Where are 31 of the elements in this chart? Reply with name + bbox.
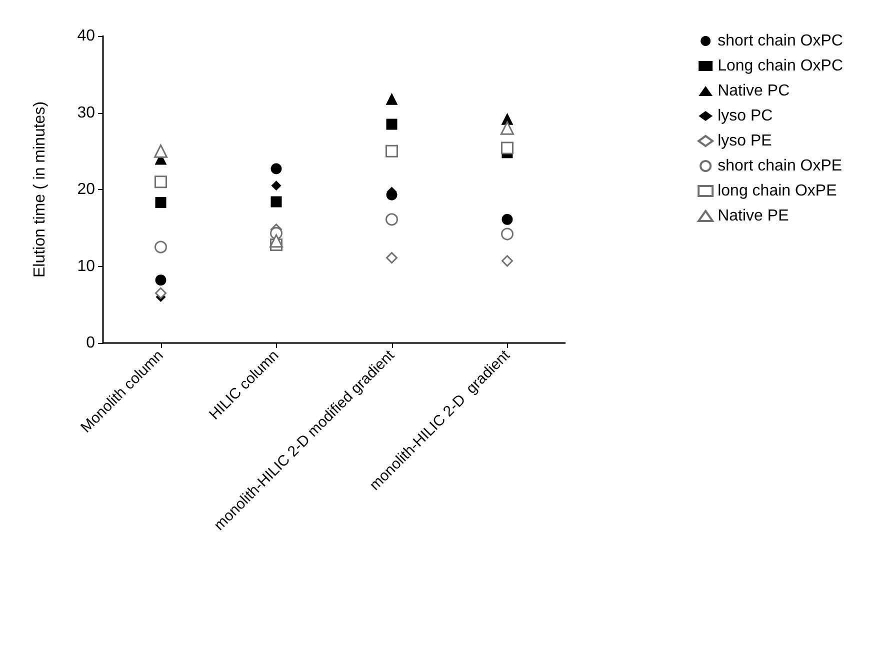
legend-label: short chain OxPE	[718, 158, 842, 174]
point	[271, 180, 282, 191]
legend-label: long chain OxPE	[718, 182, 837, 200]
point	[154, 144, 168, 158]
y-tick-label: 10	[77, 258, 96, 275]
y-tick-label: 20	[77, 181, 96, 198]
point	[386, 92, 398, 105]
point	[270, 196, 282, 208]
legend-label: Long chain OxPC	[718, 58, 843, 74]
y-tick-label: 30	[77, 104, 96, 122]
point	[154, 176, 167, 188]
point	[386, 144, 398, 158]
y-tick-label: 0	[86, 334, 96, 352]
point	[155, 274, 166, 286]
point	[386, 252, 398, 264]
point	[501, 142, 514, 154]
legend-label: short chain OxPC	[718, 32, 843, 50]
legend-label: Native PE	[718, 208, 789, 224]
point	[155, 287, 166, 299]
y-tick-label: 40	[77, 28, 96, 44]
point	[155, 197, 166, 208]
point	[386, 118, 398, 130]
y-axis-title: Elution time ( in minutes)	[32, 101, 48, 278]
legend-label: lyso PE	[718, 132, 772, 150]
point	[502, 255, 513, 267]
point	[270, 234, 283, 248]
legend-label: lyso PC	[718, 108, 773, 124]
point	[270, 163, 282, 174]
point	[500, 121, 514, 135]
legend-label: Native PC	[718, 82, 790, 100]
point	[502, 214, 513, 225]
